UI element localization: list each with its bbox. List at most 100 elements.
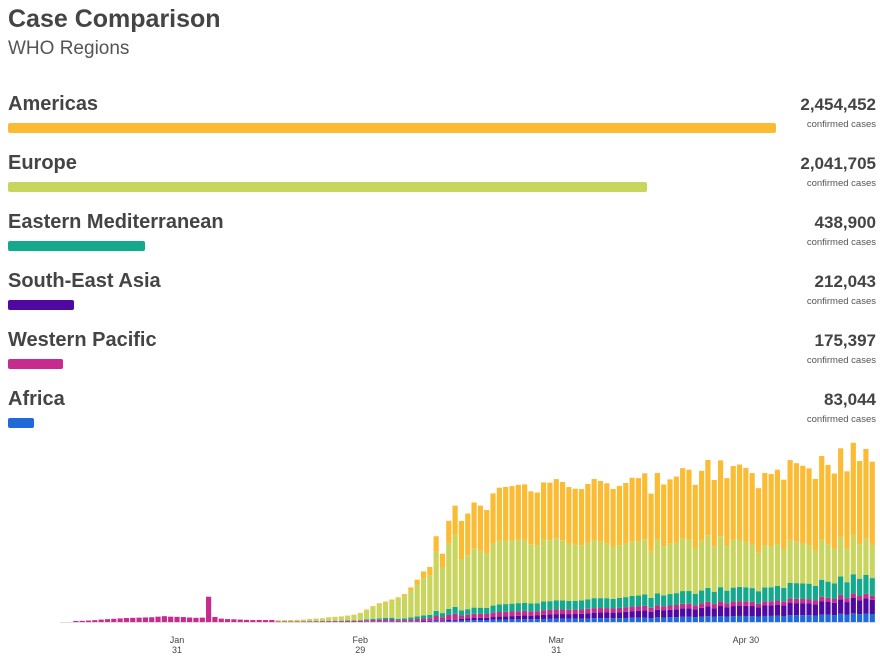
bar-segment-europe: [471, 548, 477, 608]
bar-segment-south-east-asia: [490, 617, 496, 620]
region-bar: [8, 241, 145, 251]
bar-segment-africa: [477, 620, 483, 622]
bar-segment-south-east-asia: [781, 605, 787, 616]
bar-segment-western-pacific: [174, 616, 180, 622]
bar-segment-europe: [414, 584, 420, 617]
bar-segment-americas: [857, 461, 863, 545]
bar-segment-eastern-mediterranean: [585, 599, 591, 609]
x-tick-sublabel: 31: [551, 645, 561, 655]
bar-segment-western-pacific: [730, 601, 736, 607]
bar-segment-western-pacific: [762, 601, 768, 606]
bar-segment-eastern-mediterranean: [427, 614, 433, 619]
bar-segment-western-pacific: [781, 601, 787, 606]
bar-segment-eastern-mediterranean: [680, 591, 686, 604]
bar-segment-africa: [471, 620, 477, 622]
bar-segment-africa: [528, 619, 534, 622]
bar-segment-africa: [597, 618, 604, 622]
bar-segment-europe: [736, 539, 743, 587]
bar-segment-western-pacific: [269, 619, 275, 622]
bar-segment-africa: [699, 616, 705, 622]
bar-segment-americas: [534, 492, 540, 546]
bar-segment-africa: [831, 615, 837, 622]
bar-segment-europe: [869, 545, 875, 579]
x-tick-label: Mar: [548, 635, 564, 645]
bar-segment-western-pacific: [857, 596, 863, 601]
bar-segment-eastern-mediterranean: [812, 585, 818, 601]
bar-segment-americas: [774, 469, 781, 545]
bar-segment-americas: [623, 482, 629, 544]
bar-segment-americas: [370, 606, 376, 608]
bar-segment-south-east-asia: [667, 609, 673, 618]
bar-segment-western-pacific: [231, 619, 237, 622]
bar-segment-americas: [642, 473, 648, 540]
bar-segment-eastern-mediterranean: [673, 593, 679, 605]
bar-segment-europe: [680, 538, 686, 592]
bar-segment-eastern-mediterranean: [408, 617, 414, 620]
region-bar: [8, 359, 63, 369]
bar-segment-south-east-asia: [433, 620, 439, 622]
bar-segment-western-pacific: [465, 614, 471, 619]
bar-segment-africa: [667, 617, 673, 622]
bar-segment-western-pacific: [452, 613, 458, 620]
bar-segment-south-east-asia: [717, 606, 724, 617]
bar-segment-africa: [680, 616, 686, 622]
bar-segment-europe: [528, 544, 534, 604]
bar-segment-western-pacific: [427, 618, 433, 621]
bar-segment-western-pacific: [503, 611, 509, 617]
bar-segment-south-east-asia: [496, 616, 502, 620]
bar-segment-south-east-asia: [812, 604, 818, 616]
bar-segment-europe: [477, 550, 483, 608]
bar-segment-south-east-asia: [458, 618, 465, 621]
bar-segment-western-pacific: [673, 604, 679, 610]
bar-segment-western-pacific: [591, 608, 597, 613]
bar-segment-africa: [623, 617, 629, 622]
bar-segment-western-pacific: [774, 600, 781, 605]
bar-segment-south-east-asia: [730, 606, 736, 617]
bar-segment-eastern-mediterranean: [471, 607, 477, 614]
bar-segment-western-pacific: [345, 621, 351, 622]
bar-segment-western-pacific: [338, 621, 344, 622]
bar-segment-eastern-mediterranean: [465, 609, 471, 615]
bar-segment-south-east-asia: [787, 603, 793, 616]
bar-segment-south-east-asia: [755, 607, 762, 617]
x-tick-label: Apr 30: [733, 635, 760, 645]
bar-segment-south-east-asia: [547, 614, 553, 619]
bar-segment-western-pacific: [376, 619, 382, 622]
bar-segment-western-pacific: [351, 620, 357, 622]
bar-segment-south-east-asia: [427, 620, 433, 622]
bar-segment-americas: [661, 484, 667, 547]
bar-segment-americas: [749, 473, 755, 545]
bar-segment-western-pacific: [623, 607, 629, 612]
bar-segment-western-pacific: [819, 596, 825, 602]
bar-segment-americas: [616, 486, 623, 546]
bar-segment-western-pacific: [610, 608, 616, 613]
bar-segment-americas: [692, 484, 698, 549]
bar-segment-europe: [819, 539, 825, 580]
bar-segment-eastern-mediterranean: [528, 603, 534, 612]
bar-segment-western-pacific: [680, 603, 686, 609]
bar-segment-eastern-mediterranean: [566, 600, 572, 610]
bar-segment-western-pacific: [566, 609, 572, 615]
bar-segment-south-east-asia: [446, 619, 452, 621]
bar-segment-europe: [313, 618, 319, 622]
bar-segment-western-pacific: [705, 601, 711, 607]
bar-segment-americas: [730, 465, 736, 540]
bar-segment-africa: [629, 617, 635, 622]
bar-segment-eastern-mediterranean: [382, 617, 389, 620]
bar-segment-africa: [490, 619, 496, 622]
bar-segment-south-east-asia: [692, 609, 698, 618]
bar-segment-africa: [711, 616, 717, 622]
bar-segment-americas: [585, 483, 591, 543]
bar-segment-europe: [774, 544, 781, 586]
bar-segment-europe: [351, 615, 357, 621]
bar-segment-western-pacific: [812, 600, 818, 605]
bar-segment-south-east-asia: [635, 610, 641, 618]
bar-segment-africa: [427, 621, 433, 622]
bar-segment-south-east-asia: [616, 612, 623, 619]
bar-segment-western-pacific: [142, 617, 148, 622]
bar-segment-americas: [781, 479, 787, 550]
bar-segment-south-east-asia: [522, 615, 528, 620]
bar-segment-eastern-mediterranean: [667, 594, 673, 606]
bar-segment-eastern-mediterranean: [389, 617, 395, 620]
bar-segment-americas: [591, 479, 597, 541]
